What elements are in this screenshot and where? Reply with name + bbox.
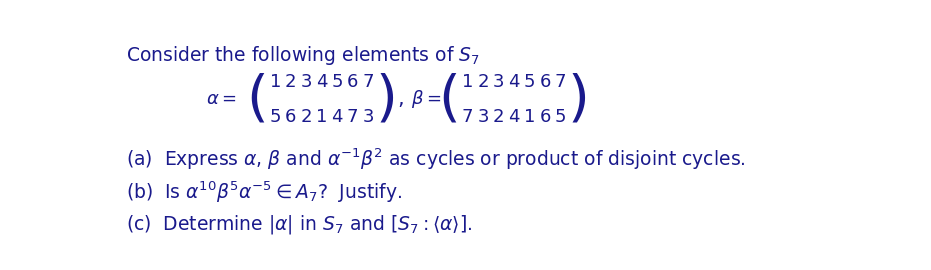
Text: 1: 1 xyxy=(462,73,473,91)
Text: 6: 6 xyxy=(285,108,296,126)
Text: 2: 2 xyxy=(492,108,505,126)
Text: 6: 6 xyxy=(539,108,550,126)
Text: 6: 6 xyxy=(539,73,550,91)
Text: 7: 7 xyxy=(555,73,566,91)
Text: (: ( xyxy=(439,72,460,126)
Text: ): ) xyxy=(568,72,589,126)
Text: 7: 7 xyxy=(462,108,473,126)
Text: 2: 2 xyxy=(285,73,296,91)
Text: 4: 4 xyxy=(331,108,343,126)
Text: Consider the following elements of $S_7$: Consider the following elements of $S_7$ xyxy=(127,44,480,67)
Text: 2: 2 xyxy=(478,73,489,91)
Text: 3: 3 xyxy=(362,108,374,126)
Text: 7: 7 xyxy=(362,73,374,91)
Text: (: ( xyxy=(247,72,268,126)
Text: (c)  Determine $|\alpha|$ in $S_7$ and $[S_7 : \langle\alpha\rangle]$.: (c) Determine $|\alpha|$ in $S_7$ and $[… xyxy=(127,213,473,237)
Text: 5: 5 xyxy=(269,108,281,126)
Text: 4: 4 xyxy=(316,73,328,91)
Text: (b)  Is $\alpha^{10}\beta^{5}\alpha^{-5} \in A_7$?  Justify.: (b) Is $\alpha^{10}\beta^{5}\alpha^{-5} … xyxy=(127,180,403,205)
Text: 5: 5 xyxy=(524,73,535,91)
Text: 5: 5 xyxy=(331,73,343,91)
Text: $\beta =$: $\beta =$ xyxy=(411,88,441,110)
Text: ): ) xyxy=(375,72,398,126)
Text: 4: 4 xyxy=(508,108,519,126)
Text: 4: 4 xyxy=(508,73,519,91)
Text: 3: 3 xyxy=(301,73,312,91)
Text: 1: 1 xyxy=(270,73,281,91)
Text: 1: 1 xyxy=(524,108,535,126)
Text: ,: , xyxy=(398,89,404,109)
Text: 5: 5 xyxy=(555,108,566,126)
Text: 1: 1 xyxy=(316,108,328,126)
Text: 6: 6 xyxy=(347,73,358,91)
Text: 2: 2 xyxy=(301,108,312,126)
Text: 3: 3 xyxy=(478,108,489,126)
Text: $\alpha =$: $\alpha =$ xyxy=(206,90,236,108)
Text: 3: 3 xyxy=(492,73,505,91)
Text: 7: 7 xyxy=(347,108,358,126)
Text: (a)  Express $\alpha$, $\beta$ and $\alpha^{-1}\beta^{2}$ as cycles or product o: (a) Express $\alpha$, $\beta$ and $\alph… xyxy=(127,147,746,172)
